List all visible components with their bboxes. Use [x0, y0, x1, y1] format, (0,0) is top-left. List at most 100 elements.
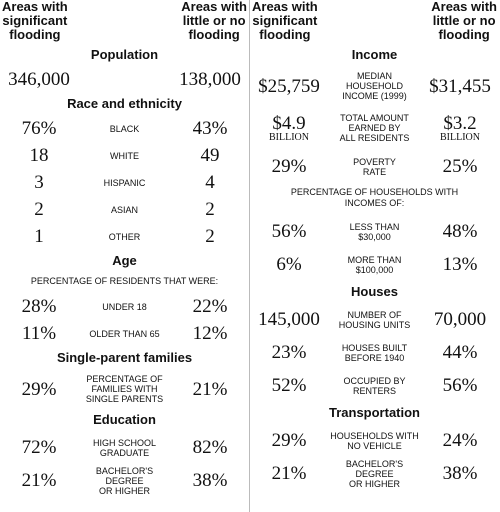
row-label: BACHELOR'S DEGREE OR HIGHER: [78, 466, 171, 496]
value-cell: 1: [0, 227, 78, 246]
column-headers: Areas with significant flooding Areas with l…: [250, 0, 499, 44]
value: 76%: [21, 118, 57, 139]
data-row: $25,759 MEDIAN HOUSEHOLD INCOME (1999) $31,4…: [250, 66, 499, 106]
value-cell: 38%: [421, 464, 499, 483]
section-title: Income: [351, 47, 398, 62]
label-line: WHITE: [110, 150, 139, 161]
value: 56%: [271, 221, 307, 242]
row-label: POVERTY RATE: [328, 157, 421, 177]
section-note: PERCENTAGE OF HOUSEHOLDS WITH INCOMES OF…: [290, 187, 459, 208]
value: 21%: [271, 463, 307, 484]
value-cell: 18: [0, 146, 78, 165]
data-row: 76% BLACK 43%: [0, 115, 249, 142]
row-label: BLACK: [78, 124, 171, 134]
value: 43%: [192, 118, 228, 139]
label-line: OLDER THAN 65: [89, 328, 160, 339]
data-row: 52% OCCUPIED BY RENTERS 56%: [250, 369, 499, 402]
data-row: 23% HOUSES BUILT BEFORE 1940 44%: [250, 336, 499, 369]
value-cell: 145,000: [250, 310, 328, 329]
value: 49: [200, 145, 220, 166]
value: 3: [34, 172, 44, 193]
value: 56%: [442, 375, 478, 396]
value-cell: 28%: [0, 297, 78, 316]
label-line: HOUSEHOLD: [345, 81, 403, 91]
data-row: 29% POVERTY RATE 25%: [250, 150, 499, 183]
row-label: HIGH SCHOOL GRADUATE: [78, 438, 171, 458]
row-label: OLDER THAN 65: [78, 329, 171, 339]
value-cell: 29%: [0, 380, 78, 399]
value-cell: 29%: [250, 431, 328, 450]
value-cell: $25,759: [250, 77, 328, 96]
row-label: HOUSEHOLDS WITH NO VEHICLE: [328, 431, 421, 451]
value-cell: $3.2 BILLION: [421, 114, 499, 143]
value-cell: 22%: [171, 297, 249, 316]
label-line: BACHELOR'S DEGREE: [95, 465, 154, 486]
value-cell: 43%: [171, 119, 249, 138]
value-unit: BILLION: [440, 131, 480, 143]
row-label: WHITE: [78, 151, 171, 161]
value-cell: 12%: [171, 324, 249, 343]
section-title: Age: [112, 253, 137, 268]
label-line: $30,000: [358, 231, 391, 242]
section-title: Single-parent families: [56, 350, 193, 365]
value: 2: [205, 199, 215, 220]
value-cell: 25%: [421, 157, 499, 176]
header-line: Areas with: [431, 0, 497, 14]
label-line: MORE THAN: [347, 254, 402, 265]
label-line: ALL RESIDENTS: [339, 133, 410, 143]
value-cell: 21%: [250, 464, 328, 483]
label-line: TOTAL AMOUNT: [340, 113, 409, 123]
label-line: $100,000: [355, 264, 394, 275]
value: 2: [205, 226, 215, 247]
row-label: LESS THAN $30,000: [328, 222, 421, 242]
value-cell: 2: [171, 200, 249, 219]
value: 1: [34, 226, 44, 247]
column: Areas with significant flooding Areas with l…: [0, 0, 249, 512]
header-line: significant: [252, 13, 318, 28]
label-line: RENTERS: [352, 385, 396, 396]
data-row: 18 WHITE 49: [0, 142, 249, 169]
value-cell: 48%: [421, 222, 499, 241]
value-cell: 56%: [421, 376, 499, 395]
value-cell: $31,455: [421, 77, 499, 96]
header-line: flooding: [9, 27, 61, 42]
value: 12%: [192, 323, 228, 344]
value-cell: 49: [171, 146, 249, 165]
value: 11%: [21, 323, 57, 344]
data-row: 72% HIGH SCHOOL GRADUATE 82%: [0, 431, 249, 464]
row-label: MORE THAN $100,000: [328, 255, 421, 275]
value-cell: 13%: [421, 255, 499, 274]
value: $31,455: [429, 75, 491, 97]
value-cell: 138,000: [171, 70, 249, 89]
value: 48%: [442, 221, 478, 242]
value-unit: BILLION: [269, 131, 309, 143]
label-line: GRADUATE: [99, 447, 150, 458]
header-line: little or no: [432, 13, 496, 28]
value-cell: 21%: [171, 380, 249, 399]
header-line: little or no: [182, 13, 246, 28]
row-label: MEDIAN HOUSEHOLD INCOME (1999): [328, 71, 421, 101]
value-cell: 21%: [0, 471, 78, 490]
row-label: ASIAN: [78, 205, 171, 215]
label-line: RATE: [362, 166, 387, 177]
row-label: BACHELOR'S DEGREE OR HIGHER: [328, 459, 421, 489]
value: 22%: [192, 296, 228, 317]
value-cell: 29%: [250, 157, 328, 176]
column-header: Areas with little or no flooding: [431, 0, 497, 44]
column: Areas with significant flooding Areas with l…: [250, 0, 499, 512]
row-label: OTHER: [78, 232, 171, 242]
section-note: PERCENTAGE OF RESIDENTS THAT WERE:: [30, 276, 219, 286]
label-line: OR HIGHER: [98, 485, 150, 496]
label-line: BACHELOR'S DEGREE: [345, 458, 404, 479]
value-cell: 82%: [171, 438, 249, 457]
label-line: MEDIAN: [356, 71, 392, 81]
section-title: Race and ethnicity: [67, 96, 182, 111]
value-cell: 38%: [171, 471, 249, 490]
header-line: Areas with: [2, 0, 68, 14]
header-line: significant: [2, 13, 68, 28]
value: 38%: [192, 470, 228, 491]
value-cell: 76%: [0, 119, 78, 138]
data-row: $4.9 BILLION TOTAL AMOUNT EARNED BY ALL RESI…: [250, 106, 499, 150]
label-line: OTHER: [108, 231, 141, 242]
